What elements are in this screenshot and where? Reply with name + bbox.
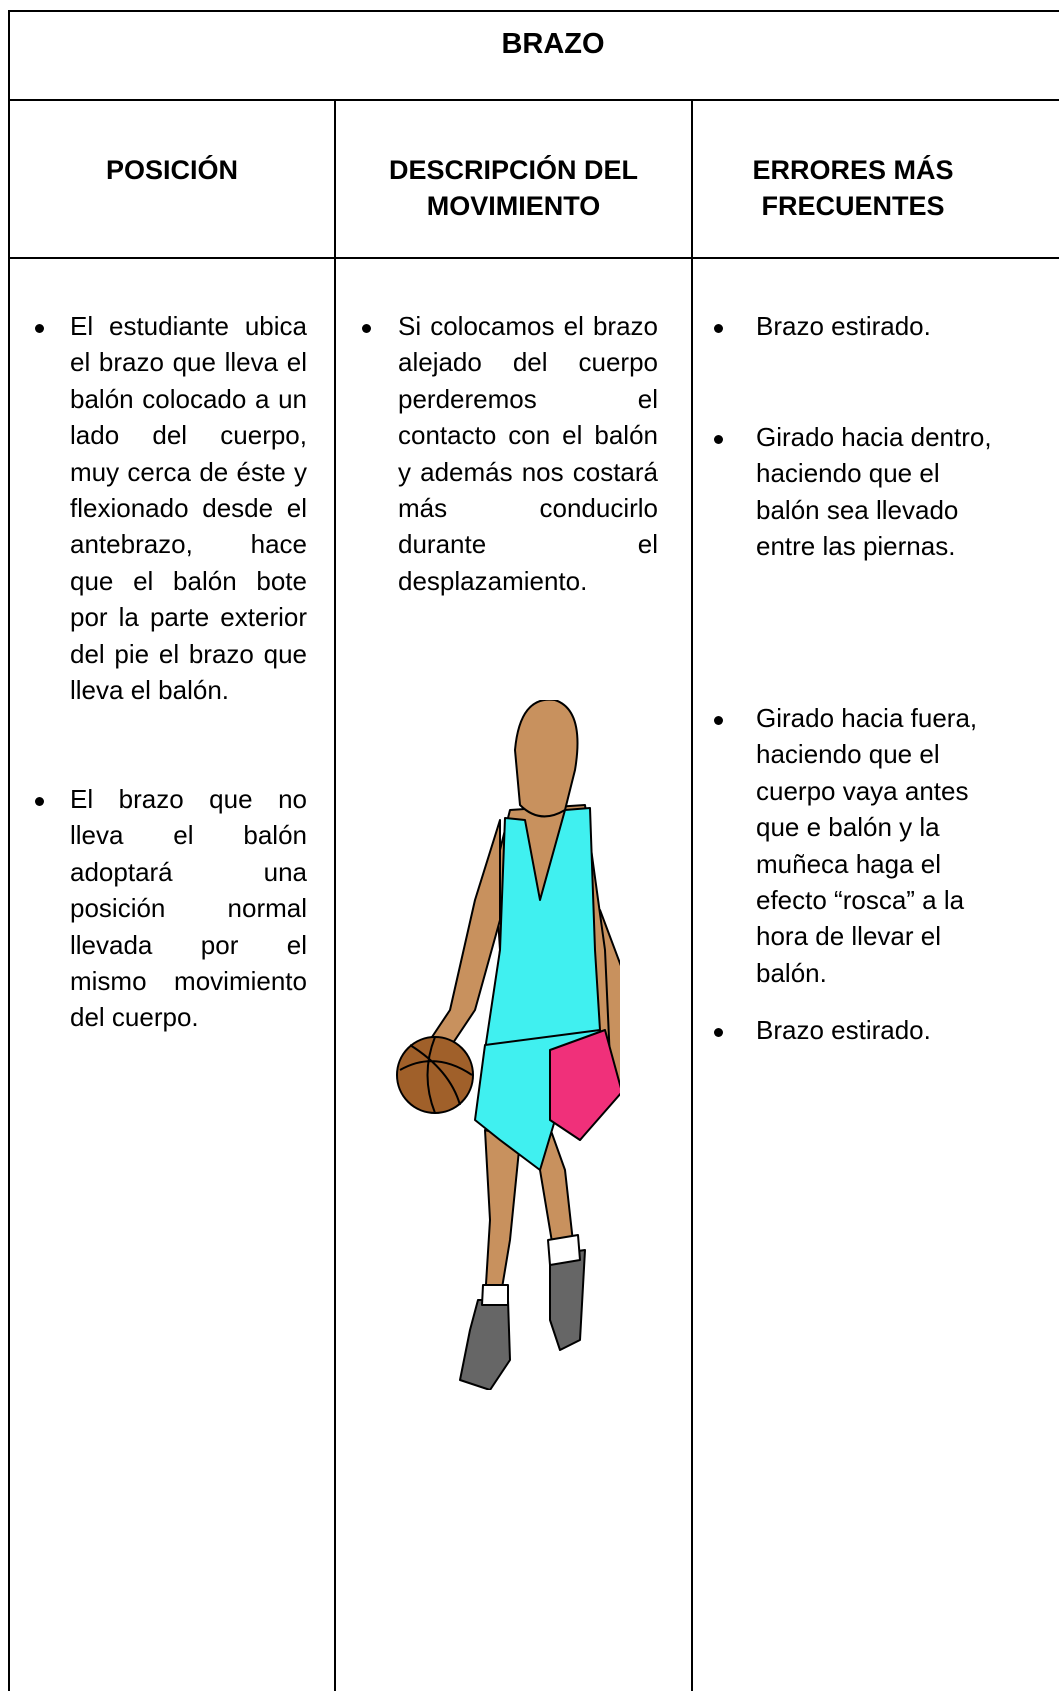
column-header: POSICIÓN xyxy=(105,155,239,185)
bullet-text: El estudiante ubica el brazo que lleva e… xyxy=(70,311,307,706)
column-header: ERRORES MÁS FRECUENTES xyxy=(752,155,954,221)
table-title: BRAZO xyxy=(501,28,605,60)
bullet-text: Brazo estirado. xyxy=(756,1015,931,1045)
bullet-text: Girado hacia dentro, haciendo que el bal… xyxy=(756,422,992,562)
bullet xyxy=(35,797,44,806)
table-border xyxy=(334,100,336,1691)
table-border xyxy=(8,257,1059,259)
bullet xyxy=(35,324,44,333)
table-border xyxy=(691,100,693,1691)
player-illustration xyxy=(396,700,620,1390)
bullet xyxy=(714,435,723,444)
bullet xyxy=(714,1028,723,1037)
bullet-text: Girado hacia fuera, haciendo que el cuer… xyxy=(756,703,978,988)
bullet xyxy=(714,324,723,333)
bullet-text: Si colocamos el brazo alejado del cuerpo… xyxy=(398,311,658,596)
bullet-text: Brazo estirado. xyxy=(756,311,931,341)
table-border xyxy=(8,10,10,1691)
table-border xyxy=(8,99,1059,101)
bullet xyxy=(362,324,371,333)
column-header: DESCRIPCIÓN DEL MOVIMIENTO xyxy=(388,155,639,221)
bullet-text: El brazo que no lleva el balón adoptará … xyxy=(70,784,307,1033)
bullet xyxy=(714,716,723,725)
table-border xyxy=(8,10,1059,12)
